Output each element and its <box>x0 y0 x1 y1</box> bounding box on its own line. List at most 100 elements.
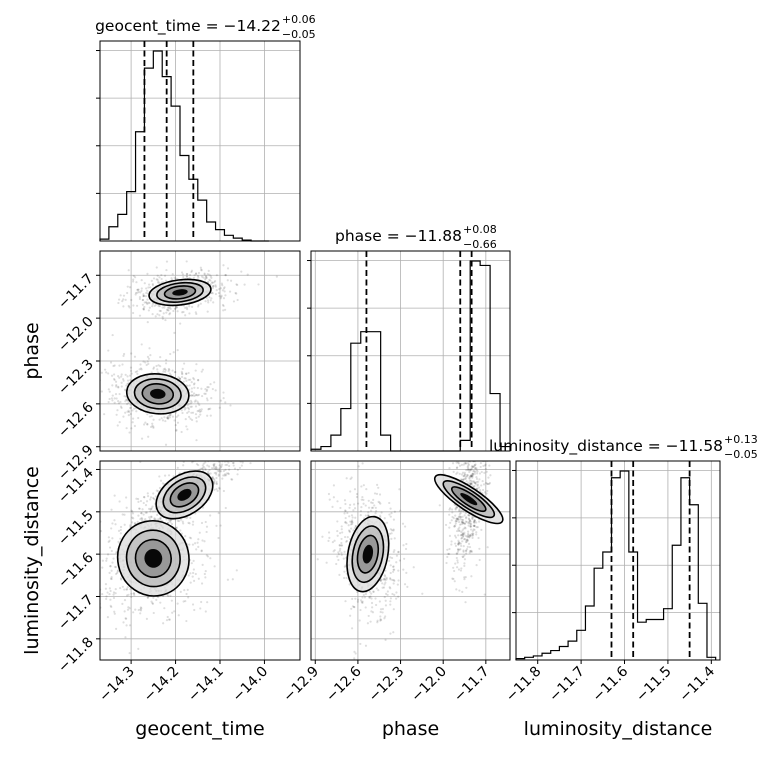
scatter-point <box>115 413 118 416</box>
scatter-point <box>348 515 351 518</box>
scatter-point <box>475 480 478 484</box>
scatter-point <box>463 531 466 534</box>
scatter-point <box>141 508 144 511</box>
scatter-point <box>459 569 463 572</box>
scatter-point <box>157 518 160 521</box>
histogram-bin <box>198 200 207 241</box>
scatter-point <box>462 463 465 466</box>
scatter-point <box>344 564 347 567</box>
scatter-point <box>115 627 118 630</box>
scatter-point <box>456 561 459 564</box>
scatter-point <box>120 375 123 378</box>
histogram-step-line <box>99 50 269 242</box>
scatter-point <box>473 464 476 467</box>
scatter-point <box>471 465 474 468</box>
scatter-point <box>227 454 229 456</box>
scatter-point <box>485 492 488 495</box>
scatter-point <box>175 415 178 419</box>
scatter-point <box>196 541 199 544</box>
scatter-point <box>452 577 455 581</box>
scatter-point <box>115 397 118 400</box>
scatter-point <box>412 566 415 569</box>
scatter-point <box>477 452 479 454</box>
scatter-point <box>473 524 476 528</box>
scatter-point <box>460 536 464 540</box>
scatter-point <box>469 468 472 471</box>
scatter-point <box>161 315 164 318</box>
scatter-point <box>164 362 168 365</box>
scatter-point <box>339 547 342 550</box>
scatter-point <box>374 597 377 600</box>
scatter-point <box>226 267 230 270</box>
scatter-point <box>383 574 386 577</box>
x-tick-label: −12.0 <box>408 664 450 706</box>
scatter-point <box>142 513 145 516</box>
scatter-point <box>112 596 116 600</box>
scatter-point <box>132 592 135 595</box>
scatter-point <box>148 347 151 350</box>
scatter-point <box>207 465 211 468</box>
scatter-point <box>186 428 189 431</box>
scatter-point <box>109 604 112 607</box>
scatter-point <box>176 602 179 605</box>
scatter-point <box>472 469 475 473</box>
scatter-point <box>122 379 125 382</box>
scatter-point <box>343 570 346 573</box>
scatter-point <box>452 517 455 520</box>
scatter-point <box>340 553 343 556</box>
scatter-point <box>110 577 113 581</box>
scatter-point <box>169 594 172 597</box>
scatter-point <box>185 372 188 375</box>
scatter-point <box>108 592 111 596</box>
scatter-point <box>464 462 467 465</box>
scatter-point <box>110 549 113 553</box>
scatter-point <box>84 582 86 584</box>
scatter-point <box>202 462 205 465</box>
scatter-point <box>457 548 460 551</box>
scatter-point <box>458 520 461 524</box>
scatter-point <box>469 475 472 478</box>
scatter-point <box>134 276 137 279</box>
scatter-point <box>470 550 473 553</box>
scatter-point <box>168 368 171 371</box>
scatter-point <box>406 585 409 588</box>
scatter-point <box>476 487 479 490</box>
scatter-point <box>186 308 189 311</box>
histogram-bin <box>480 265 490 451</box>
scatter-point <box>109 577 113 580</box>
scatter-point <box>350 607 353 610</box>
scatter-point <box>353 606 356 609</box>
scatter-point <box>129 588 132 591</box>
scatter-point <box>340 544 343 547</box>
scatter-point <box>345 522 348 525</box>
scatter-point <box>472 465 475 468</box>
histogram-bin <box>542 653 551 660</box>
scatter-point <box>351 597 354 600</box>
histogram-panel-geocent_time <box>96 41 300 242</box>
scatter-point <box>376 619 379 622</box>
histogram-bin <box>559 647 568 661</box>
scatter-point <box>461 521 465 524</box>
scatter-point <box>131 409 134 412</box>
scatter-point <box>234 454 236 456</box>
scatter-point <box>473 481 477 484</box>
scatter-point <box>113 397 116 400</box>
scatter-point <box>104 587 108 590</box>
y-tick-label: −11.7 <box>55 271 97 313</box>
scatter-point <box>468 476 471 479</box>
scatter-point <box>474 439 476 441</box>
scatter-point <box>163 367 167 370</box>
scatter-point <box>217 474 220 477</box>
scatter-point <box>199 413 202 416</box>
scatter-point <box>132 278 135 281</box>
scatter-point <box>125 384 128 387</box>
scatter-point <box>470 475 473 478</box>
scatter-point <box>128 651 131 655</box>
y-tick-label: −12.6 <box>55 399 97 441</box>
scatter-point <box>459 515 462 518</box>
scatter-point <box>164 318 167 322</box>
scatter-point <box>393 568 396 571</box>
scatter-point <box>123 610 126 613</box>
scatter-point <box>458 513 461 516</box>
scatter-point <box>216 468 219 471</box>
